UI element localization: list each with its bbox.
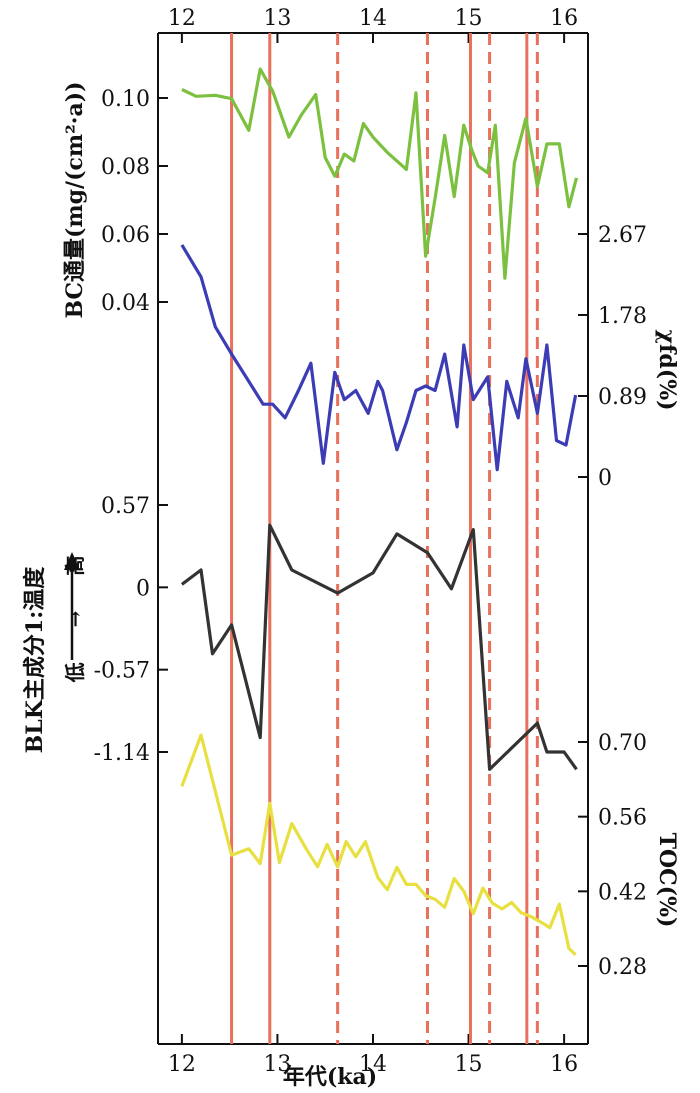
y-tick-label: 0.57 xyxy=(101,494,150,519)
series-line-1 xyxy=(180,244,578,472)
y-tick-label: 2.67 xyxy=(598,223,647,248)
x-tick-label-top: 14 xyxy=(359,6,387,31)
x-axis-title: 年代(ka) xyxy=(283,1064,377,1090)
x-tick-label-bottom: 13 xyxy=(263,1052,291,1077)
x-tick-label-top: 13 xyxy=(263,6,291,31)
y-tick-label: 0.70 xyxy=(598,731,647,756)
y-tick-label: 0 xyxy=(136,576,150,601)
y-tick-label: 1.78 xyxy=(598,304,647,329)
x-tick-label-top: 12 xyxy=(168,6,196,31)
y-tick-label: 0 xyxy=(598,466,612,491)
bc-axis-title: BC通量(mg/(cm²·a)) xyxy=(62,81,88,318)
y-tick-label: 0.08 xyxy=(101,155,150,180)
temperature-direction-annotation: 低 → 高 xyxy=(63,542,87,684)
x-tick-label-top: 16 xyxy=(550,6,578,31)
y-tick-label: 0.04 xyxy=(101,291,150,316)
series-line-2 xyxy=(180,523,578,771)
y-tick-label: -0.57 xyxy=(94,659,150,684)
chi-axis-title: χfd(%) xyxy=(654,329,680,410)
y-axes: 0.04 0.06 0.08 0.10 0 0.89 1.78 2.67 -1.14 -0.57 0… xyxy=(94,33,647,1044)
x-tick-label-bottom: 16 xyxy=(550,1052,578,1077)
series-line-0 xyxy=(181,67,579,280)
direction-arrow-head xyxy=(64,552,80,570)
x-tick-label-bottom: 12 xyxy=(168,1052,196,1077)
x-tick-label-top: 15 xyxy=(455,6,483,31)
y-tick-label: 0.28 xyxy=(598,955,647,980)
x-axis-ticks: 12 12 13 13 14 14 15 15 16 16 xyxy=(168,6,578,1077)
x-tick-label-bottom: 15 xyxy=(455,1052,483,1077)
y-tick-label: 0.42 xyxy=(598,880,647,905)
x-tick-label-bottom: 14 xyxy=(359,1052,387,1077)
series-lines xyxy=(180,67,579,956)
y-tick-label: 0.56 xyxy=(598,806,647,831)
blk-axis-title: BLK主成分1:温度 xyxy=(22,566,48,754)
y-tick-label: 0.06 xyxy=(101,223,150,248)
toc-axis-title: TOC(%) xyxy=(654,833,680,928)
y-tick-label: 0.89 xyxy=(598,385,647,410)
y-tick-label: 0.10 xyxy=(101,87,150,112)
series-line-3 xyxy=(180,733,577,956)
y-tick-label: -1.14 xyxy=(94,741,150,766)
